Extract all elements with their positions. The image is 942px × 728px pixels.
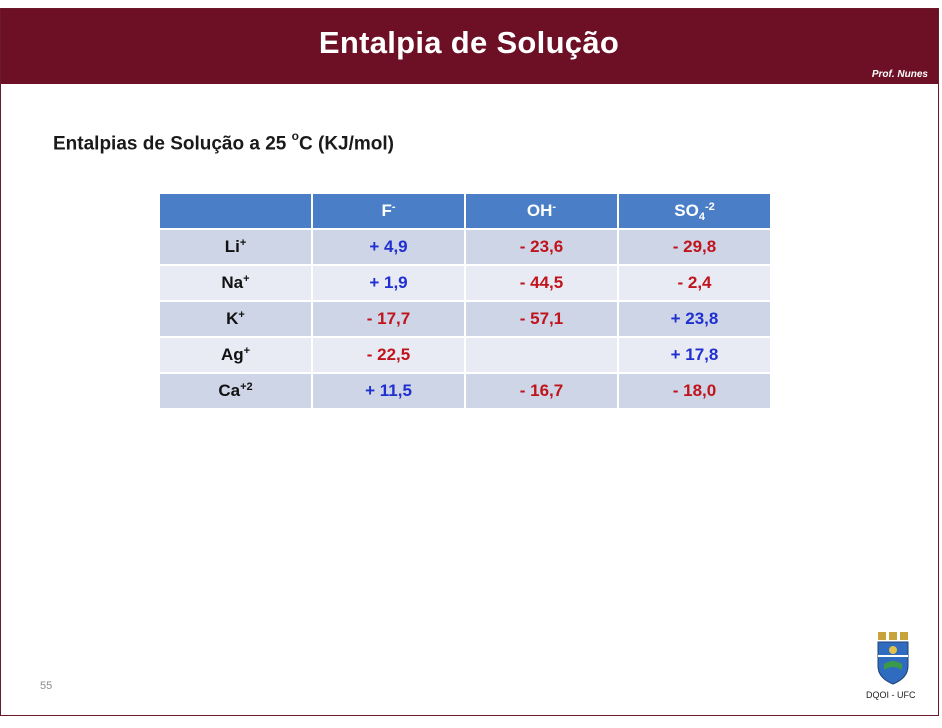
enthalpy-value-cell: + 4,9: [311, 228, 466, 266]
enthalpy-value-cell: + 1,9: [311, 264, 466, 302]
table-row: Na+ + 1,9- 44,5- 2,4: [158, 264, 772, 302]
caption-text-end: C (KJ/mol): [299, 133, 394, 155]
cation-cell: Ca+2: [158, 372, 313, 410]
cation-cell: Ag+: [158, 336, 313, 374]
enthalpy-value-cell: - 23,6: [464, 228, 619, 266]
caption-text-start: Entalpias de Solução a 25: [53, 133, 292, 155]
slide: Entalpia de Solução Prof. Nunes: [0, 8, 939, 716]
header-anion-cell: SO4-2: [617, 192, 772, 230]
enthalpy-value-cell: - 16,7: [464, 372, 619, 410]
enthalpy-value-cell: + 17,8: [617, 336, 772, 374]
university-crest-icon: [877, 632, 909, 685]
cation-cell: K+: [158, 300, 313, 338]
table-row: Li+ + 4,9- 23,6- 29,8: [158, 228, 772, 266]
enthalpy-table: F- OH- SO4-2 Li+ + 4,9- 23,6- 29,8 Na+ + 1,…: [158, 192, 772, 410]
enthalpy-value-cell: - 18,0: [617, 372, 772, 410]
header-corner-cell: [158, 192, 313, 230]
table-row: Ca+2 + 11,5- 16,7- 18,0: [158, 372, 772, 410]
table-header-row: F- OH- SO4-2: [158, 192, 772, 230]
enthalpy-value-cell: - 2,4: [617, 264, 772, 302]
header-anion-cell: F-: [311, 192, 466, 230]
enthalpy-value-cell: + 23,8: [617, 300, 772, 338]
cation-cell: Na+: [158, 264, 313, 302]
cation-cell: Li+: [158, 228, 313, 266]
header-anion-cell: OH-: [464, 192, 619, 230]
enthalpy-value-cell: - 22,5: [311, 336, 466, 374]
enthalpy-value-cell: - 17,7: [311, 300, 466, 338]
department-label: DQOI - UFC: [866, 690, 916, 700]
header-bar: Entalpia de Solução Prof. Nunes: [1, 9, 938, 84]
table-caption: Entalpias de Solução a 25 oC (KJ/mol): [53, 129, 394, 155]
page-number: 55: [40, 680, 53, 692]
degree-symbol: o: [291, 129, 299, 143]
slide-title: Entalpia de Solução: [318, 25, 620, 60]
enthalpy-value-cell: - 29,8: [617, 228, 772, 266]
author-label: Prof. Nunes: [871, 69, 928, 80]
table-row: K+ - 17,7- 57,1 + 23,8: [158, 300, 772, 338]
table-row: Ag+ - 22,5 + 17,8: [158, 336, 772, 374]
enthalpy-value-cell: + 11,5: [311, 372, 466, 410]
enthalpy-value-cell: - 44,5: [464, 264, 619, 302]
enthalpy-value-cell: [464, 336, 619, 374]
enthalpy-value-cell: - 57,1: [464, 300, 619, 338]
